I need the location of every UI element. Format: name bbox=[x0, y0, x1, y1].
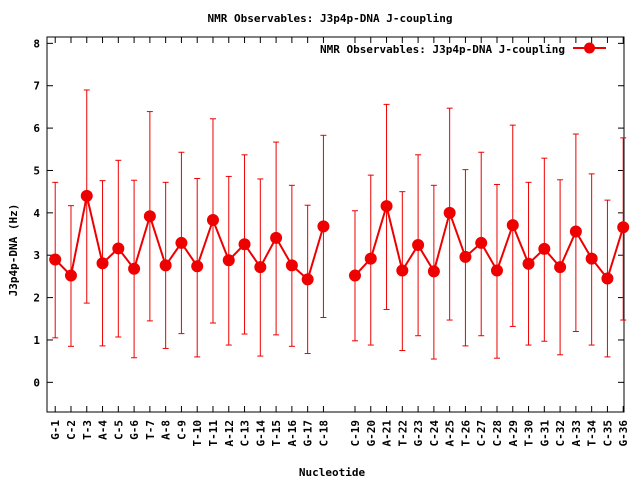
x-tick-label: C-28 bbox=[491, 420, 504, 447]
x-tick-label: G-36 bbox=[617, 420, 630, 447]
x-tick-label: G-6 bbox=[128, 420, 141, 440]
y-tick-label: 2 bbox=[33, 292, 40, 305]
y-tick-label: 0 bbox=[33, 376, 40, 389]
y-tick-label: 5 bbox=[33, 164, 40, 177]
x-tick-label: A-29 bbox=[507, 420, 520, 447]
x-tick-label: C-35 bbox=[601, 420, 614, 447]
x-tick-label: A-25 bbox=[444, 420, 457, 447]
chart-title: NMR Observables: J3p4p-DNA J-coupling bbox=[207, 12, 452, 25]
data-point bbox=[143, 210, 156, 223]
x-tick-label: C-13 bbox=[239, 420, 252, 447]
data-point bbox=[380, 200, 393, 213]
x-tick-label: A-8 bbox=[160, 420, 173, 440]
data-point bbox=[506, 219, 519, 232]
x-tick-label: A-4 bbox=[97, 420, 110, 440]
y-tick-label: 7 bbox=[33, 80, 40, 93]
x-tick-label: A-21 bbox=[381, 420, 394, 447]
data-point bbox=[191, 260, 204, 273]
data-point bbox=[112, 242, 125, 255]
data-point bbox=[427, 265, 440, 278]
data-point bbox=[412, 239, 425, 252]
x-tick-label: C-9 bbox=[175, 420, 188, 440]
data-point bbox=[64, 269, 77, 282]
y-tick-label: 4 bbox=[33, 207, 40, 220]
x-tick-label: T-11 bbox=[207, 420, 220, 447]
data-point bbox=[254, 261, 267, 274]
data-point bbox=[238, 238, 251, 251]
data-point bbox=[396, 264, 409, 277]
x-tick-label: G-17 bbox=[302, 420, 315, 447]
x-tick-label: C-2 bbox=[65, 420, 78, 440]
x-tick-label: T-30 bbox=[523, 420, 536, 447]
data-point bbox=[475, 236, 488, 249]
data-point bbox=[569, 225, 582, 238]
data-point bbox=[317, 220, 330, 233]
series-line bbox=[354, 202, 625, 281]
x-tick-label: A-12 bbox=[223, 420, 236, 447]
x-tick-label: T-7 bbox=[144, 420, 157, 440]
x-tick-label: T-34 bbox=[586, 420, 599, 447]
data-point bbox=[96, 257, 109, 270]
data-point bbox=[285, 259, 298, 272]
data-point bbox=[538, 242, 551, 255]
x-tick-label: T-22 bbox=[396, 420, 409, 447]
x-tick-label: G-1 bbox=[49, 420, 62, 440]
x-tick-label: T-3 bbox=[81, 420, 94, 440]
y-tick-label: 3 bbox=[33, 249, 40, 262]
x-tick-label: C-19 bbox=[349, 420, 362, 447]
data-point bbox=[459, 250, 472, 263]
y-tick-label: 6 bbox=[33, 122, 40, 135]
data-point bbox=[206, 214, 219, 227]
data-point bbox=[301, 273, 314, 286]
data-point bbox=[617, 221, 630, 234]
data-point bbox=[128, 262, 141, 275]
x-axis-label: Nucleotide bbox=[299, 466, 366, 479]
x-tick-label: T-15 bbox=[270, 420, 283, 447]
data-point bbox=[443, 206, 456, 219]
x-tick-label: C-27 bbox=[475, 420, 488, 447]
data-point bbox=[222, 254, 235, 267]
x-tick-label: G-23 bbox=[412, 420, 425, 447]
x-tick-label: A-33 bbox=[570, 420, 583, 447]
x-tick-label: A-16 bbox=[286, 420, 299, 447]
data-point bbox=[364, 252, 377, 265]
legend-label: NMR Observables: J3p4p-DNA J-coupling bbox=[320, 43, 565, 56]
x-tick-label: G-14 bbox=[254, 420, 267, 447]
data-point bbox=[159, 259, 172, 272]
data-point bbox=[175, 236, 188, 249]
data-point bbox=[490, 264, 503, 277]
x-tick-label: T-10 bbox=[191, 420, 204, 447]
data-point bbox=[270, 231, 283, 244]
y-axis-label: J3p4p-DNA (Hz) bbox=[7, 204, 20, 297]
data-point bbox=[554, 261, 567, 274]
data-point bbox=[522, 257, 535, 270]
x-tick-label: C-32 bbox=[554, 420, 567, 447]
data-point bbox=[601, 272, 614, 285]
y-tick-label: 1 bbox=[33, 334, 40, 347]
x-tick-label: G-31 bbox=[538, 420, 551, 447]
data-point bbox=[49, 253, 62, 266]
x-tick-label: C-18 bbox=[317, 420, 330, 447]
legend: NMR Observables: J3p4p-DNA J-coupling bbox=[320, 43, 565, 56]
legend-marker bbox=[584, 42, 595, 54]
x-tick-label: G-20 bbox=[365, 420, 378, 447]
plot-frame bbox=[46, 36, 625, 413]
data-point bbox=[348, 269, 361, 282]
y-tick-label: 8 bbox=[33, 37, 40, 50]
x-tick-label: C-5 bbox=[112, 420, 125, 440]
x-tick-label: C-24 bbox=[428, 420, 441, 447]
series-line bbox=[54, 195, 325, 282]
data-point bbox=[585, 252, 598, 265]
data-point bbox=[80, 189, 93, 202]
x-tick-label: T-26 bbox=[459, 420, 472, 447]
